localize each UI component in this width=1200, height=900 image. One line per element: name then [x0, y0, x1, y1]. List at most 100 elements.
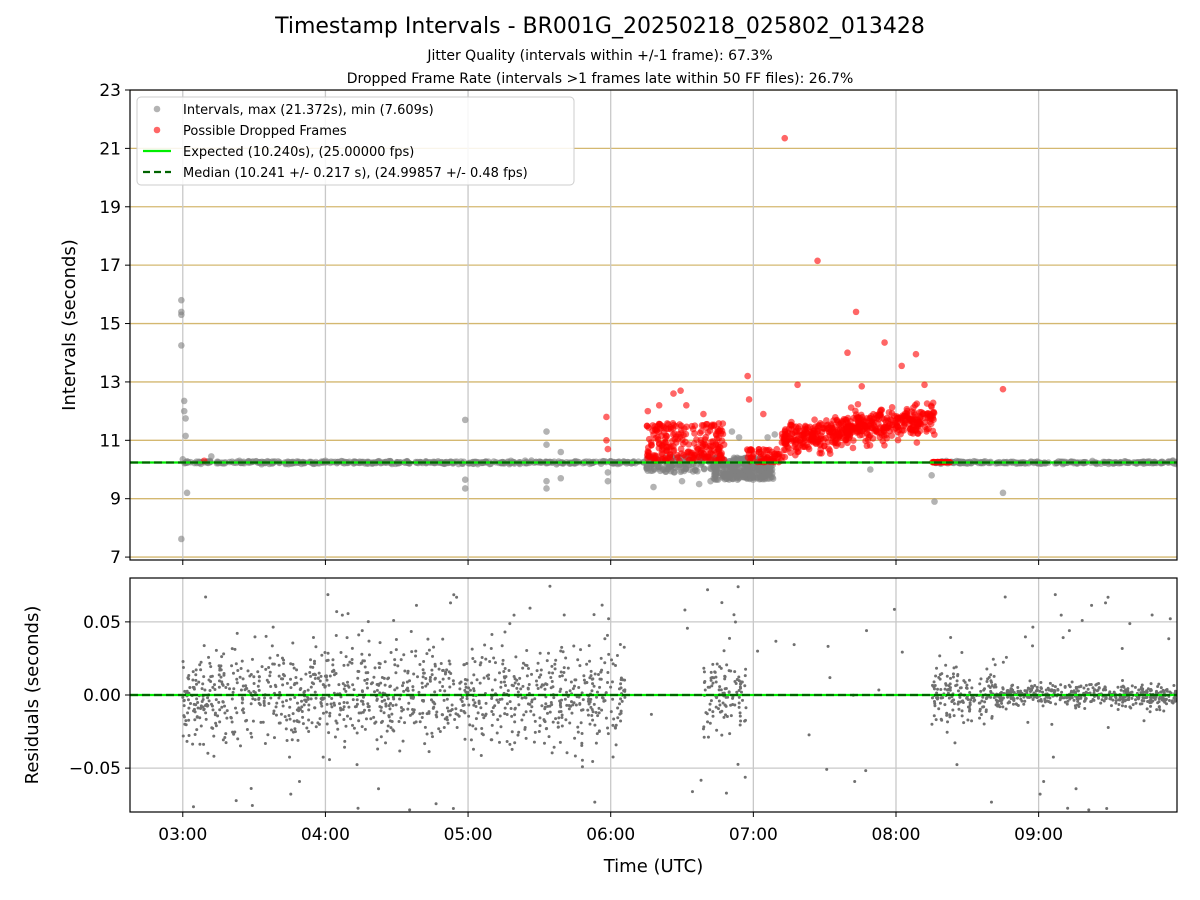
residual-point [379, 709, 383, 713]
residual-point [1142, 690, 1146, 694]
residual-point [983, 700, 987, 704]
residual-point [274, 685, 278, 689]
residual-point [331, 663, 335, 667]
residual-point [383, 660, 387, 664]
residual-point [305, 726, 309, 730]
residual-point [434, 802, 438, 806]
residual-point [582, 678, 586, 682]
residual-point [447, 670, 451, 674]
residual-point [544, 727, 548, 731]
residual-point [430, 673, 434, 677]
residual-point [433, 702, 437, 706]
residual-point [733, 703, 737, 707]
residual-point [1001, 687, 1005, 691]
residual-point [990, 680, 994, 684]
residual-point [744, 667, 748, 671]
residual-point [699, 778, 703, 782]
residual-point [291, 662, 295, 666]
residual-point [393, 658, 397, 662]
residual-point [1112, 690, 1116, 694]
residual-point [428, 675, 432, 679]
residual-point [328, 714, 332, 718]
residual-point [291, 641, 295, 645]
residual-point [320, 653, 324, 657]
residual-point [1108, 690, 1112, 694]
residual-point [515, 686, 519, 690]
residual-point [936, 687, 940, 691]
residual-point [355, 698, 359, 702]
residual-point [1076, 689, 1080, 693]
residual-point [731, 696, 735, 700]
residual-point [438, 688, 442, 692]
residual-point [391, 695, 395, 699]
dropped-frame-point [693, 436, 700, 443]
dropped-frame-point [699, 440, 707, 448]
interval-point [999, 489, 1007, 497]
residual-point [580, 691, 584, 695]
residual-point [1124, 704, 1128, 708]
residual-point [1023, 689, 1027, 693]
residual-point [1056, 688, 1060, 692]
residual-point [360, 725, 364, 729]
residual-point [957, 707, 961, 711]
residual-point [853, 780, 857, 784]
residual-point [588, 676, 592, 680]
residual-point [355, 731, 359, 735]
residual-point [192, 707, 196, 711]
residual-point [340, 613, 344, 617]
residual-point [591, 760, 595, 764]
residual-point [422, 659, 426, 663]
residual-point [1012, 690, 1016, 694]
residual-point [427, 750, 431, 754]
residual-point [277, 663, 281, 667]
residual-point [199, 706, 203, 710]
residual-point [569, 680, 573, 684]
residual-point [951, 698, 955, 702]
residual-point [483, 714, 487, 718]
residual-point [329, 702, 333, 706]
residual-point [372, 715, 376, 719]
interval-point [557, 474, 565, 482]
residual-point [481, 713, 485, 717]
interval-point [656, 463, 663, 470]
residual-point [1001, 705, 1005, 709]
residual-point [482, 676, 486, 680]
residual-point [374, 720, 378, 724]
residual-point [342, 718, 346, 722]
interval-point [543, 428, 550, 435]
residual-point [717, 688, 721, 692]
residual-point [606, 726, 610, 730]
residual-point [220, 705, 224, 709]
interval-point [1121, 458, 1128, 465]
dropped-frame-point [755, 446, 763, 453]
residual-point [954, 684, 958, 688]
residual-point [864, 769, 868, 773]
residual-point [619, 709, 623, 713]
residual-point [573, 678, 577, 682]
residual-point [308, 671, 312, 675]
residual-point [360, 652, 364, 656]
dropped-legend-marker [153, 126, 161, 134]
residual-point [373, 666, 377, 670]
residual-point [204, 717, 208, 721]
residual-point [1063, 700, 1067, 704]
residual-point [714, 675, 718, 679]
residual-point [610, 658, 614, 662]
residual-point [1016, 686, 1020, 690]
residual-point [268, 656, 272, 660]
residual-point [714, 680, 718, 684]
residual-point [961, 699, 965, 703]
residual-point [1068, 697, 1072, 701]
residual-point [194, 682, 198, 686]
residual-point [520, 696, 524, 700]
residual-point [224, 741, 228, 745]
residual-point [1053, 689, 1057, 693]
residual-point [250, 657, 254, 661]
residual-point [204, 711, 208, 715]
residual-point [708, 702, 712, 706]
residual-point [614, 743, 618, 747]
residual-point [186, 698, 190, 702]
residual-point [363, 727, 367, 731]
residual-point [316, 676, 320, 680]
residual-point [267, 680, 271, 684]
